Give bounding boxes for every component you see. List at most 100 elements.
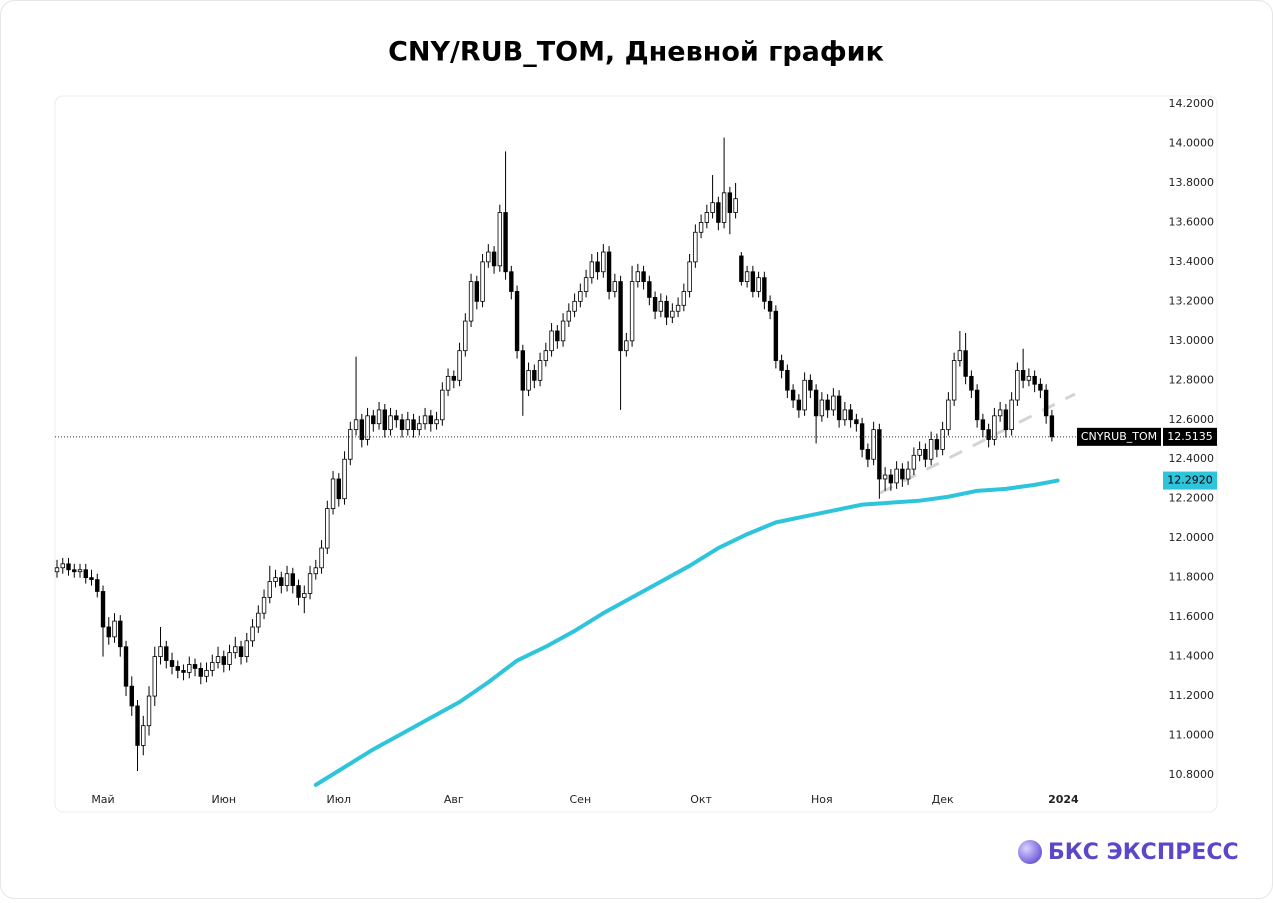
candle-body	[503, 212, 508, 273]
candle-body	[779, 360, 784, 371]
candle-body	[900, 468, 905, 480]
candle-body	[549, 330, 554, 352]
candle-body	[181, 670, 186, 673]
candle-body	[290, 573, 295, 586]
candle-body	[612, 281, 618, 292]
y-tick-label: 11.6000	[1169, 610, 1215, 623]
candle-body	[399, 419, 405, 431]
candle-body	[670, 310, 675, 318]
candle-body	[129, 685, 134, 707]
y-tick-label: 13.8000	[1169, 176, 1215, 189]
candle-body	[974, 389, 980, 421]
candle-body	[882, 474, 888, 480]
candle-body	[532, 370, 537, 381]
x-tick-label: 2024	[1048, 793, 1079, 806]
brand: БКС ЭКСПРЕСС	[1048, 840, 1239, 865]
candle-body	[727, 192, 733, 213]
candle-body	[474, 281, 480, 302]
candle-body	[578, 291, 583, 302]
y-tick-label: 12.2000	[1169, 492, 1215, 505]
candle-body	[980, 419, 986, 431]
candle-body	[652, 297, 658, 312]
candle-body	[744, 271, 750, 283]
candle-body	[940, 429, 945, 450]
candle-body	[888, 474, 894, 484]
candle-body	[647, 281, 652, 298]
candle-body	[106, 626, 111, 638]
y-tick-label: 14.2000	[1169, 97, 1215, 110]
candle-body	[733, 198, 738, 213]
x-tick-label: Дек	[932, 793, 954, 806]
trend-line	[879, 392, 1076, 495]
candle-body	[348, 429, 353, 460]
candle-body	[825, 399, 830, 411]
candle-body	[1003, 409, 1009, 431]
candle-body	[917, 448, 922, 456]
candle-body	[520, 350, 526, 391]
candle-body	[681, 291, 687, 306]
candle-body	[244, 640, 249, 657]
candle-body	[342, 458, 347, 500]
candle-body	[175, 666, 180, 671]
candle-body	[480, 261, 485, 302]
candle-body	[273, 577, 278, 583]
candle-body	[583, 277, 589, 292]
candle-body	[72, 569, 77, 573]
candle-body	[204, 670, 209, 677]
candle-body	[233, 646, 238, 654]
candle-body	[842, 409, 848, 421]
candle-body	[1020, 370, 1026, 381]
x-tick-label: Май	[91, 793, 114, 806]
candle-body	[790, 389, 796, 401]
candle-body	[836, 395, 842, 421]
y-tick-label: 11.2000	[1169, 689, 1215, 702]
candle-body	[969, 375, 974, 391]
candle-body	[187, 664, 192, 673]
candle-body	[762, 277, 767, 302]
x-tick-label: Сен	[570, 793, 592, 806]
candle-body	[227, 652, 232, 665]
candle-body	[750, 271, 756, 292]
candle-body	[463, 320, 468, 352]
candle-body	[1049, 415, 1055, 438]
candle-body	[923, 448, 928, 460]
candle-body	[618, 281, 623, 352]
candle-body	[934, 439, 940, 450]
candle-body	[710, 202, 715, 213]
candle-body	[376, 409, 382, 425]
candle-body	[422, 415, 428, 425]
candle-body	[595, 261, 600, 273]
candle-body	[698, 222, 704, 233]
y-tick-label: 12.6000	[1169, 413, 1215, 426]
y-tick-label: 11.0000	[1169, 729, 1215, 742]
y-tick-label: 13.4000	[1169, 255, 1215, 268]
candle-body	[486, 251, 491, 263]
candle-body	[704, 212, 710, 223]
candle-body	[560, 320, 566, 342]
candle-body	[957, 350, 963, 361]
candle-body	[865, 448, 871, 460]
candle-body	[451, 375, 457, 381]
candle-body	[336, 478, 341, 500]
candle-body	[802, 379, 807, 411]
candle-body	[946, 399, 951, 431]
candle-body	[445, 375, 451, 391]
candle-body	[693, 231, 698, 263]
y-tick-label: 13.6000	[1169, 215, 1215, 228]
candle-body	[624, 340, 629, 352]
candle-body	[284, 573, 290, 586]
candle-body	[158, 646, 163, 657]
candle-body	[382, 409, 388, 431]
candle-body	[221, 656, 226, 665]
candle-body	[89, 577, 94, 581]
candle-body	[394, 415, 399, 421]
x-tick-label: Июн	[211, 793, 236, 806]
y-tick-label: 12.0000	[1169, 531, 1215, 544]
candle-body	[871, 429, 876, 460]
candle-body	[468, 281, 474, 322]
series-name: CNYRUB_TOM	[1081, 430, 1157, 443]
candle-body	[238, 646, 244, 657]
candle-body	[796, 399, 802, 411]
candle-body	[66, 563, 71, 571]
